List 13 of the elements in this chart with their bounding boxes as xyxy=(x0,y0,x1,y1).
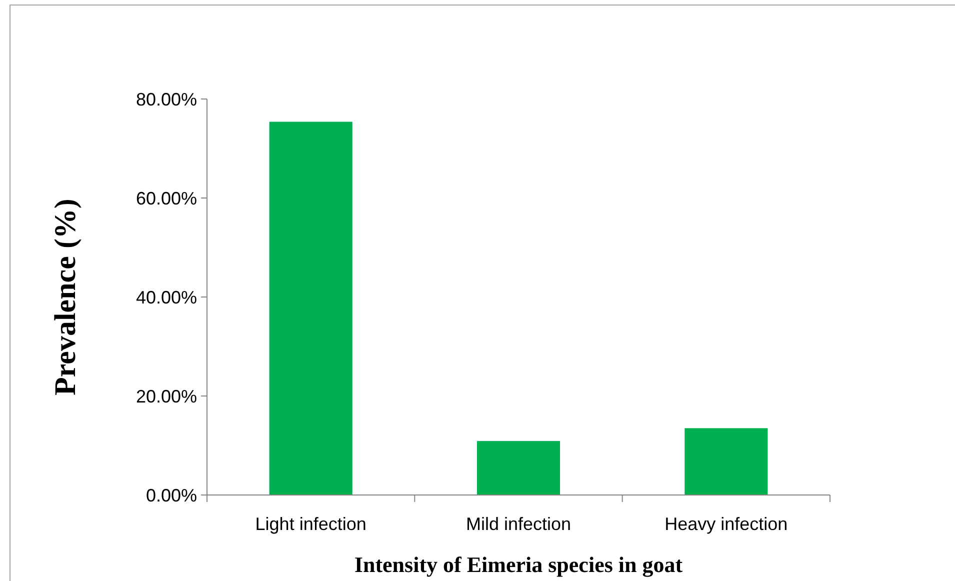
x-tick-label: Heavy infection xyxy=(664,514,788,534)
bar xyxy=(269,122,352,495)
y-tick-label: 80.00% xyxy=(136,89,197,110)
y-tick-label: 20.00% xyxy=(136,386,197,406)
x-axis-title: Intensity of Eimeria species in goat xyxy=(354,552,684,577)
bar xyxy=(684,428,768,495)
x-tick-label: Mild infection xyxy=(466,514,572,534)
y-tick-label: 60.00% xyxy=(136,188,197,208)
y-tick-label: 40.00% xyxy=(136,287,197,308)
y-axis-title: Prevalence (%) xyxy=(49,198,82,396)
x-tick-label: Light infection xyxy=(255,514,366,534)
y-tick-label: 0.00% xyxy=(146,485,197,506)
bar xyxy=(476,441,560,495)
